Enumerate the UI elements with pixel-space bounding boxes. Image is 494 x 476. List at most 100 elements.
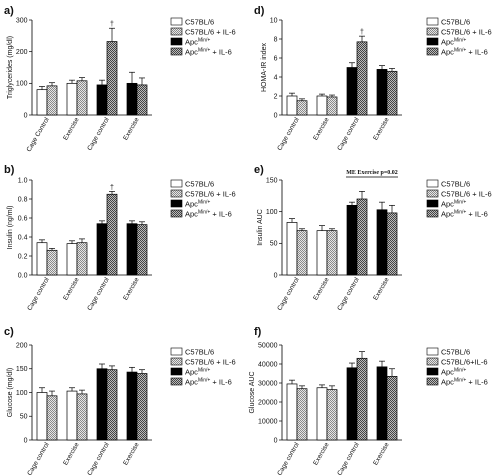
category-label: Cage control [336,116,361,152]
legend-label: ApcMin/+ + IL-6 [441,377,488,386]
bar [346,67,358,116]
bar [126,371,138,441]
bar [356,357,368,441]
legend-swatch [426,189,439,198]
bar [386,212,398,276]
legend-swatch [170,179,183,188]
y-tick-label: 0.6 [18,215,28,222]
chart-panel-b: b) 0.0 0.2 0.4 0.6 0.8 1.0 Insulin (ng/ml) Cage … [4,164,236,312]
y-tick-label: 10000 [258,418,278,425]
bar [136,84,148,116]
bar [126,82,138,116]
legend-swatch [170,377,183,386]
legend-swatch [170,367,183,376]
category-label: Exercise [62,116,81,141]
legend-label: C57BL/6 + IL-6 [185,189,236,198]
legend-label: C57BL/6 + IL-6 [185,27,236,36]
y-axis-label: HOMA-IR index [261,42,268,92]
y-tick-label: 150 [16,366,28,373]
legend-label: ApcMin/+ + IL-6 [185,209,232,218]
y-axis-label: Triglycerides (mg/dl) [7,36,14,99]
y-tick-label: 10 [270,17,278,24]
category-label: Cage control [276,276,301,312]
bar [136,224,148,276]
y-tick-label: 50000 [258,342,278,349]
panel-label: b) [4,164,15,176]
significance-dagger: † [110,21,114,28]
legend-label: C57BL/6 [441,17,470,26]
category-label: Cage control [26,441,51,476]
legend-label: ApcMin/+ + IL-6 [185,47,232,56]
bar [36,242,48,276]
bar [346,367,358,441]
y-axis-label: Glucose (mg/dl) [7,368,14,417]
legend-swatch [426,357,439,366]
bar [316,387,328,441]
bar [326,96,338,116]
y-tick-label: 8 [274,36,278,43]
legend-swatch [426,37,439,46]
chart-panel-c: c) 0 50 100 150 200 Glucose (mg/dl) Cage contro… [4,326,236,476]
bar [286,222,298,276]
category-label: Exercise [122,116,141,141]
legend-label: ApcMin/+ + IL-6 [441,209,488,218]
bar [326,230,338,276]
bar [46,85,58,116]
y-tick-label: 100 [16,390,28,397]
y-tick-label: 0 [274,272,278,279]
bar [96,84,108,116]
y-tick-label: 4 [274,74,278,81]
y-tick-label: 100 [16,81,28,88]
category-label: Cage control [26,276,51,312]
category-label: Cage control [336,441,361,476]
bar [376,69,388,116]
legend-swatch [426,27,439,36]
bar [376,366,388,441]
bar [386,376,398,441]
legend-swatch [426,199,439,208]
panel-label: f) [254,326,262,338]
legend-swatch [170,47,183,56]
legend-label: C57BL/6 [185,17,214,26]
legend-label: ApcMin/+ [441,199,466,208]
legend-swatch [426,209,439,218]
bar [286,95,298,116]
bar [296,388,308,441]
bar [96,368,108,441]
panel-label: a) [4,5,14,17]
legend-swatch [170,189,183,198]
panel-label: c) [4,326,14,338]
y-tick-label: 50 [270,241,278,248]
legend-label: C57BL/6 [441,179,470,188]
y-tick-label: 50 [20,414,28,421]
legend-swatch [170,347,183,356]
bar [106,369,118,441]
y-axis-label: Glucose AUC [249,371,256,413]
significance-dagger: † [110,184,114,191]
category-label: Cage control [276,116,301,152]
legend-swatch [426,377,439,386]
chart-panel-d: d) 0 2 4 6 8 10 HOMA-IR index Cage control Exerci… [254,5,492,152]
legend-label: ApcMin/+ [185,367,210,376]
y-tick-label: 0.4 [18,234,28,241]
legend-label: C57BL/6 + IL-6 [441,189,492,198]
bar [66,82,78,116]
category-label: Exercise [312,116,331,141]
legend-swatch [426,47,439,56]
legend-label: ApcMin/+ [441,37,466,46]
y-tick-label: 200 [16,49,28,56]
bar [36,89,48,116]
category-label: Cage Control [26,116,51,153]
legend-swatch [170,357,183,366]
category-label: Cage control [86,276,111,312]
significance-annotation: ME Exercise p=0.02 [346,170,397,176]
category-label: Exercise [122,276,141,301]
legend-swatch [170,37,183,46]
legend-label: ApcMin/+ [441,367,466,376]
bar [106,41,118,116]
bar [356,198,368,276]
